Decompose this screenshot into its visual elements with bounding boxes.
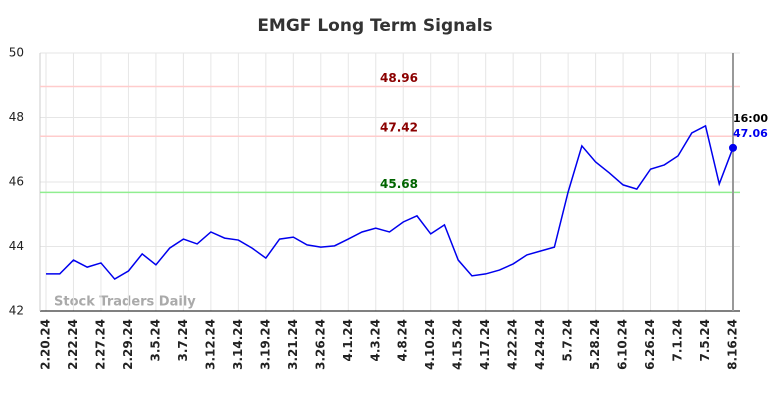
last-value-label: 47.06 [733, 127, 768, 140]
x-tick-label: 6.26.24 [643, 319, 657, 370]
y-tick-label: 48 [9, 110, 24, 124]
x-tick-label: 3.19.24 [258, 319, 272, 370]
x-tick-label: 4.22.24 [506, 319, 520, 370]
x-tick-label: 3.12.24 [203, 319, 217, 370]
watermark: Stock Traders Daily [54, 295, 196, 310]
x-tick-label: 2.27.24 [93, 319, 107, 370]
x-tick-label: 8.16.24 [726, 319, 740, 370]
y-tick-label: 44 [9, 239, 24, 253]
x-tick-label: 7.1.24 [671, 319, 685, 362]
x-tick-label: 4.10.24 [423, 319, 437, 370]
reference-label: 48.96 [380, 71, 418, 85]
reference-label: 45.68 [380, 177, 418, 191]
x-tick-label: 5.7.24 [561, 319, 575, 362]
x-tick-label: 4.15.24 [451, 319, 465, 370]
price-line [46, 124, 734, 281]
x-tick-label: 3.7.24 [176, 319, 190, 362]
x-tick-label: 3.26.24 [313, 319, 327, 370]
last-time-label: 16:00 [733, 112, 768, 125]
x-tick-label: 4.1.24 [341, 319, 355, 362]
last-point [729, 143, 737, 152]
y-tick-label: 50 [9, 46, 24, 60]
x-tick-label: 4.8.24 [396, 319, 410, 362]
reference-label: 47.42 [380, 121, 418, 135]
x-tick-label: 3.5.24 [148, 319, 162, 362]
x-tick-label: 4.3.24 [368, 319, 382, 362]
x-tick-label: 2.29.24 [121, 319, 135, 370]
x-tick-label: 7.5.24 [698, 319, 712, 362]
x-tick-label: 2.20.24 [39, 319, 53, 370]
x-tick-label: 5.28.24 [588, 319, 602, 370]
chart-title: EMGF Long Term Signals [257, 16, 492, 36]
x-tick-label: 6.10.24 [616, 319, 630, 370]
x-tick-label: 2.22.24 [66, 319, 80, 370]
y-tick-label: 46 [9, 175, 24, 189]
x-tick-label: 3.21.24 [286, 319, 300, 370]
x-tick-label: 4.24.24 [533, 319, 547, 370]
x-tick-label: 4.17.24 [478, 319, 492, 370]
y-tick-label: 42 [9, 304, 24, 318]
x-tick-label: 3.14.24 [231, 319, 245, 370]
